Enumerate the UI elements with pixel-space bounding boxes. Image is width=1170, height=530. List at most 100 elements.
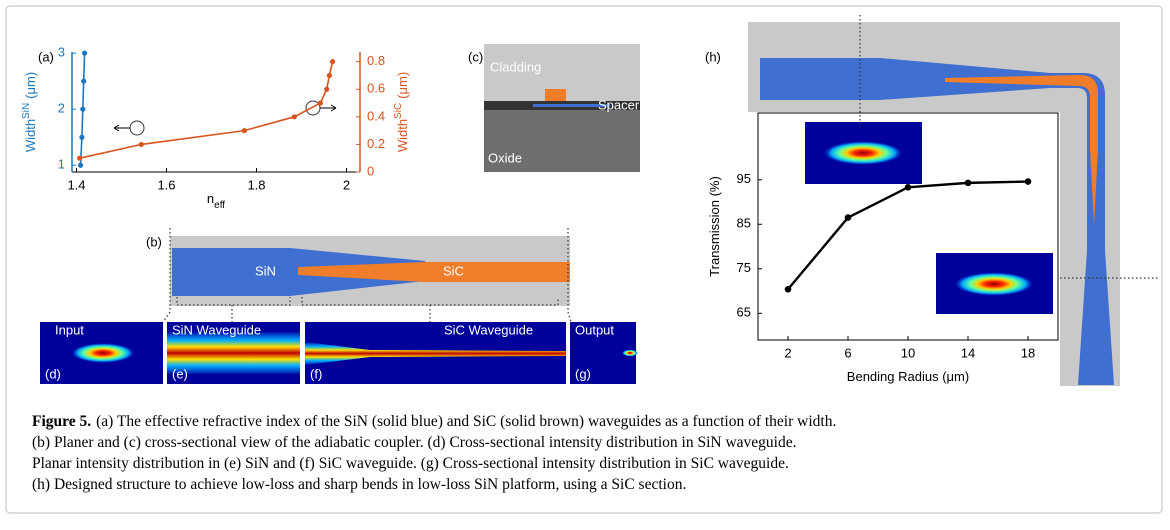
label: SiN	[255, 263, 276, 278]
cross-section: Cladding Spacer Oxide	[484, 44, 640, 172]
y2-tick-label: 0.8	[367, 53, 385, 68]
mode-spot	[622, 349, 638, 357]
caption: Figure 5. (a) The effective refractive in…	[32, 413, 836, 493]
y-tick-label: 75	[737, 260, 751, 275]
guide	[162, 228, 572, 323]
y-axis-label-unit: (μm)	[23, 72, 38, 99]
x-axis-label-sub: eff	[214, 200, 225, 211]
data-point	[329, 59, 336, 65]
chart: 2 6 10 14 18 65 75 85 95 Bending Radius (μm) Trans…	[707, 113, 1058, 384]
x-tick-label: 6	[844, 345, 851, 360]
sin-core	[533, 104, 610, 107]
panel-label: (a)	[38, 49, 54, 64]
x-tick-label: 2	[343, 177, 350, 192]
y-axis-label-text: Width	[23, 119, 38, 152]
mode-spot	[954, 272, 1034, 296]
data-point	[844, 214, 852, 221]
y-tick-label: 65	[737, 305, 751, 320]
data-point	[326, 72, 332, 79]
mode-band	[167, 332, 300, 374]
oxide	[484, 110, 640, 172]
label: SiC	[443, 263, 464, 278]
chart: 1.4 1.6 1.8 212300.20.40.60.8neffWidthSiN(μ…	[21, 45, 411, 211]
x-axis-label: Bending Radius (μm)	[847, 369, 969, 384]
y-axis-label: WidthSiN (μm)	[21, 72, 39, 152]
data-point	[1024, 178, 1032, 185]
coupler: SiN SiC	[162, 228, 572, 323]
y-tick-label: 2	[58, 101, 65, 116]
panel-label: (h)	[705, 49, 721, 64]
x-axis-label-text: n	[207, 191, 214, 206]
y-tick-label: 3	[58, 45, 65, 60]
panel-label: (d)	[45, 366, 61, 381]
data-point	[79, 134, 85, 140]
bend-structure	[748, 15, 1158, 386]
caption-text: (a) The effective refractive index of th…	[96, 413, 836, 430]
y2-axis-label-unit: (μm)	[395, 72, 410, 99]
y2-axis-label: WidthSiC (μm)	[393, 72, 411, 152]
y2-tick-label: 0.2	[367, 136, 385, 151]
x-tick-label: 2	[784, 345, 791, 360]
bracket	[176, 297, 559, 322]
caption-line: (b) Planer and (c) cross-sectional view …	[32, 434, 796, 451]
panel-label: (g)	[575, 366, 591, 381]
caption-label: Figure 5.	[32, 413, 91, 430]
panel-label: (e)	[172, 366, 188, 381]
y-axis-label: Transmission (%)	[707, 176, 722, 277]
y-axis-label-text: Transmission (%)	[707, 176, 722, 277]
caption-line: (h) Designed structure to achieve low-lo…	[32, 476, 686, 493]
y-tick-label: 95	[737, 171, 751, 186]
data-point	[138, 141, 144, 148]
y-tick-label: 1	[58, 157, 65, 172]
y2-axis-label-text: Width	[395, 119, 410, 152]
annotation-arrow	[113, 124, 130, 132]
sic-core	[545, 89, 566, 101]
x-tick-label: 1.4	[67, 177, 85, 192]
data-point	[77, 162, 84, 168]
data-point	[324, 86, 330, 92]
annotation-circle	[129, 120, 145, 136]
mode-images: Input SiN Waveguide SiC Waveguide Output…	[40, 322, 638, 384]
y2-tick-label: 0	[367, 163, 374, 178]
guide	[859, 15, 1158, 279]
x-tick-label: 14	[961, 345, 975, 360]
panel-label: (f)	[310, 366, 322, 381]
x-axis-label: neff	[207, 191, 225, 210]
sic-taper	[298, 262, 570, 282]
mode-spot	[823, 141, 903, 165]
x-tick-label: 1.6	[157, 177, 175, 192]
frame	[5, 5, 1163, 514]
data-point	[80, 106, 86, 112]
label: Oxide	[488, 150, 522, 165]
data-point	[964, 179, 972, 187]
label: Output	[575, 322, 614, 337]
mode-beam	[305, 342, 566, 365]
y-tick-label: 85	[737, 216, 751, 231]
y2-tick-label: 0.6	[367, 81, 385, 96]
series-line	[79, 61, 334, 159]
panel-label: (c)	[468, 49, 483, 64]
caption-line: Planar intensity distribution in (e) SiN…	[32, 455, 789, 472]
y-axis-label-sup: SiN	[21, 103, 32, 119]
sin-waveguide	[760, 58, 1114, 385]
label: SiC Waveguide	[444, 322, 533, 337]
data-point	[317, 100, 323, 106]
data-point	[82, 50, 88, 56]
x-tick-label: 10	[901, 345, 915, 360]
data-point	[77, 155, 83, 161]
label: Input	[55, 322, 84, 337]
x-tick-label: 1.8	[247, 177, 265, 192]
data-point	[784, 285, 792, 293]
x-axis-label-text: Bending Radius (μm)	[847, 369, 969, 384]
caption-line: Figure 5. (a) The effective refractive in…	[32, 413, 836, 430]
y2-axis-label-sup: SiC	[393, 103, 404, 119]
data-point	[241, 128, 247, 134]
label: Spacer	[598, 97, 640, 112]
data-point	[904, 184, 912, 191]
annotation-arrow	[320, 104, 337, 112]
mode-spot	[71, 343, 135, 363]
label: SiN Waveguide	[172, 322, 261, 337]
data-point	[291, 114, 297, 120]
